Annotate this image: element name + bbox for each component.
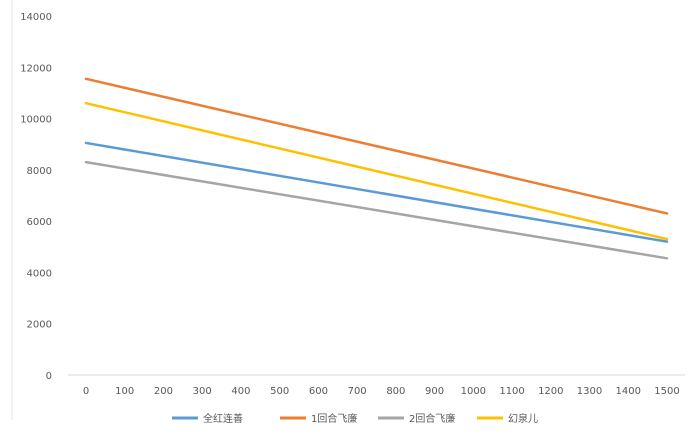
y-tick-label: 4000 (27, 268, 52, 279)
x-tick-label: 900 (425, 386, 444, 397)
x-tick-label: 500 (270, 386, 289, 397)
x-tick-label: 1200 (538, 386, 563, 397)
x-tick-label: 200 (154, 386, 173, 397)
x-tick-label: 1000 (461, 386, 486, 397)
legend-label-3: 2回合飞廉 (409, 412, 455, 425)
y-axis-ticks: 0 2000 4000 6000 8000 10000 12000 14000 (20, 12, 52, 382)
x-tick-label: 300 (193, 386, 212, 397)
series-lines (84, 77, 669, 260)
legend-label-4: 幻泉儿 (508, 412, 538, 425)
x-tick-label: 400 (231, 386, 250, 397)
series-line-3 (84, 160, 669, 260)
y-tick-label: 10000 (20, 115, 52, 126)
legend-label-1: 全红连善 (203, 412, 243, 425)
series-line-1 (84, 141, 669, 243)
x-tick-label: 700 (348, 386, 367, 397)
x-tick-label: 100 (115, 386, 134, 397)
x-tick-label: 600 (309, 386, 328, 397)
y-tick-label: 2000 (27, 320, 52, 331)
y-tick-label: 6000 (27, 217, 52, 228)
y-tick-label: 8000 (27, 166, 52, 177)
legend: 全红连善 1回合飞廉 2回合飞廉 幻泉儿 (172, 412, 538, 425)
y-tick-label: 12000 (20, 63, 52, 74)
x-tick-label: 1100 (499, 386, 524, 397)
x-tick-label: 1500 (654, 386, 679, 397)
x-axis-ticks: 0 100 200 300 400 500 600 700 800 900 1000 1100 1200… (83, 386, 680, 397)
series-line-4 (84, 101, 669, 241)
x-tick-label: 0 (83, 386, 89, 397)
x-tick-label: 1300 (577, 386, 602, 397)
x-tick-label: 800 (386, 386, 405, 397)
y-tick-label: 14000 (20, 12, 52, 23)
series-line-2 (84, 77, 669, 215)
y-tick-label: 0 (46, 371, 52, 382)
legend-label-2: 1回合飞廉 (311, 412, 357, 425)
x-tick-label: 1400 (616, 386, 641, 397)
